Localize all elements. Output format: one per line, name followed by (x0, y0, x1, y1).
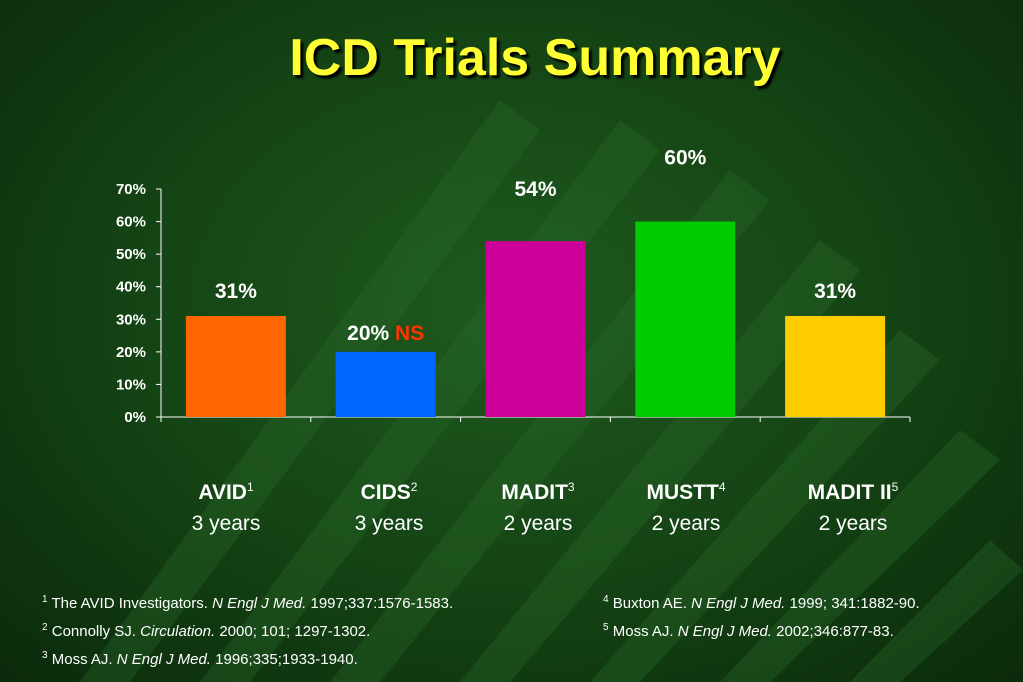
bar-madit (485, 241, 586, 417)
y-tick-label: 50% (116, 246, 146, 263)
page-title: ICD Trials Summary (289, 29, 781, 87)
value-label-cids: 20% NS (347, 322, 424, 345)
ns-annotation: NS (395, 322, 424, 345)
value-label-mustt: 60% (664, 147, 706, 170)
value-label-avid: 31% (215, 280, 257, 303)
reference-2: 2 Connolly SJ. Circulation. 2000; 101; 1… (42, 622, 371, 640)
y-tick-label: 0% (124, 409, 146, 426)
category-label-madit: MADIT3 2 years (501, 480, 575, 535)
category-label-avid: AVID1 3 years (191, 480, 261, 535)
y-tick-label: 30% (116, 311, 146, 328)
bar-mustt (635, 221, 736, 417)
bar-madit-ii (785, 316, 886, 417)
references-right: 4 Buxton AE. N Engl J Med. 1999; 341:188… (603, 588, 920, 644)
references-left: 1 The AVID Investigators. N Engl J Med. … (42, 588, 453, 672)
value-label-madit: 54% (514, 178, 556, 201)
reference-1: 1 The AVID Investigators. N Engl J Med. … (42, 594, 454, 612)
value-label-madit-ii: 31% (814, 280, 856, 303)
y-tick-label: 20% (116, 344, 146, 361)
y-tick-label: 10% (116, 376, 146, 393)
category-label-madit-ii: MADIT II5 2 years (807, 480, 899, 535)
category-label-mustt: MUSTT4 2 years (646, 480, 726, 535)
reference-4: 4 Buxton AE. N Engl J Med. 1999; 341:188… (603, 594, 920, 612)
reference-5: 5 Moss AJ. N Engl J Med. 2002;346:877-83… (603, 622, 894, 640)
y-tick-label: 40% (116, 279, 146, 296)
category-label-cids: CIDS2 3 years (354, 480, 424, 535)
bar-cids (335, 351, 436, 417)
y-tick-label: 60% (116, 214, 146, 231)
reference-3: 3 Moss AJ. N Engl J Med. 1996;335;1933-1… (42, 650, 358, 668)
y-tick-label: 70% (116, 181, 146, 198)
bar-avid (185, 316, 286, 417)
